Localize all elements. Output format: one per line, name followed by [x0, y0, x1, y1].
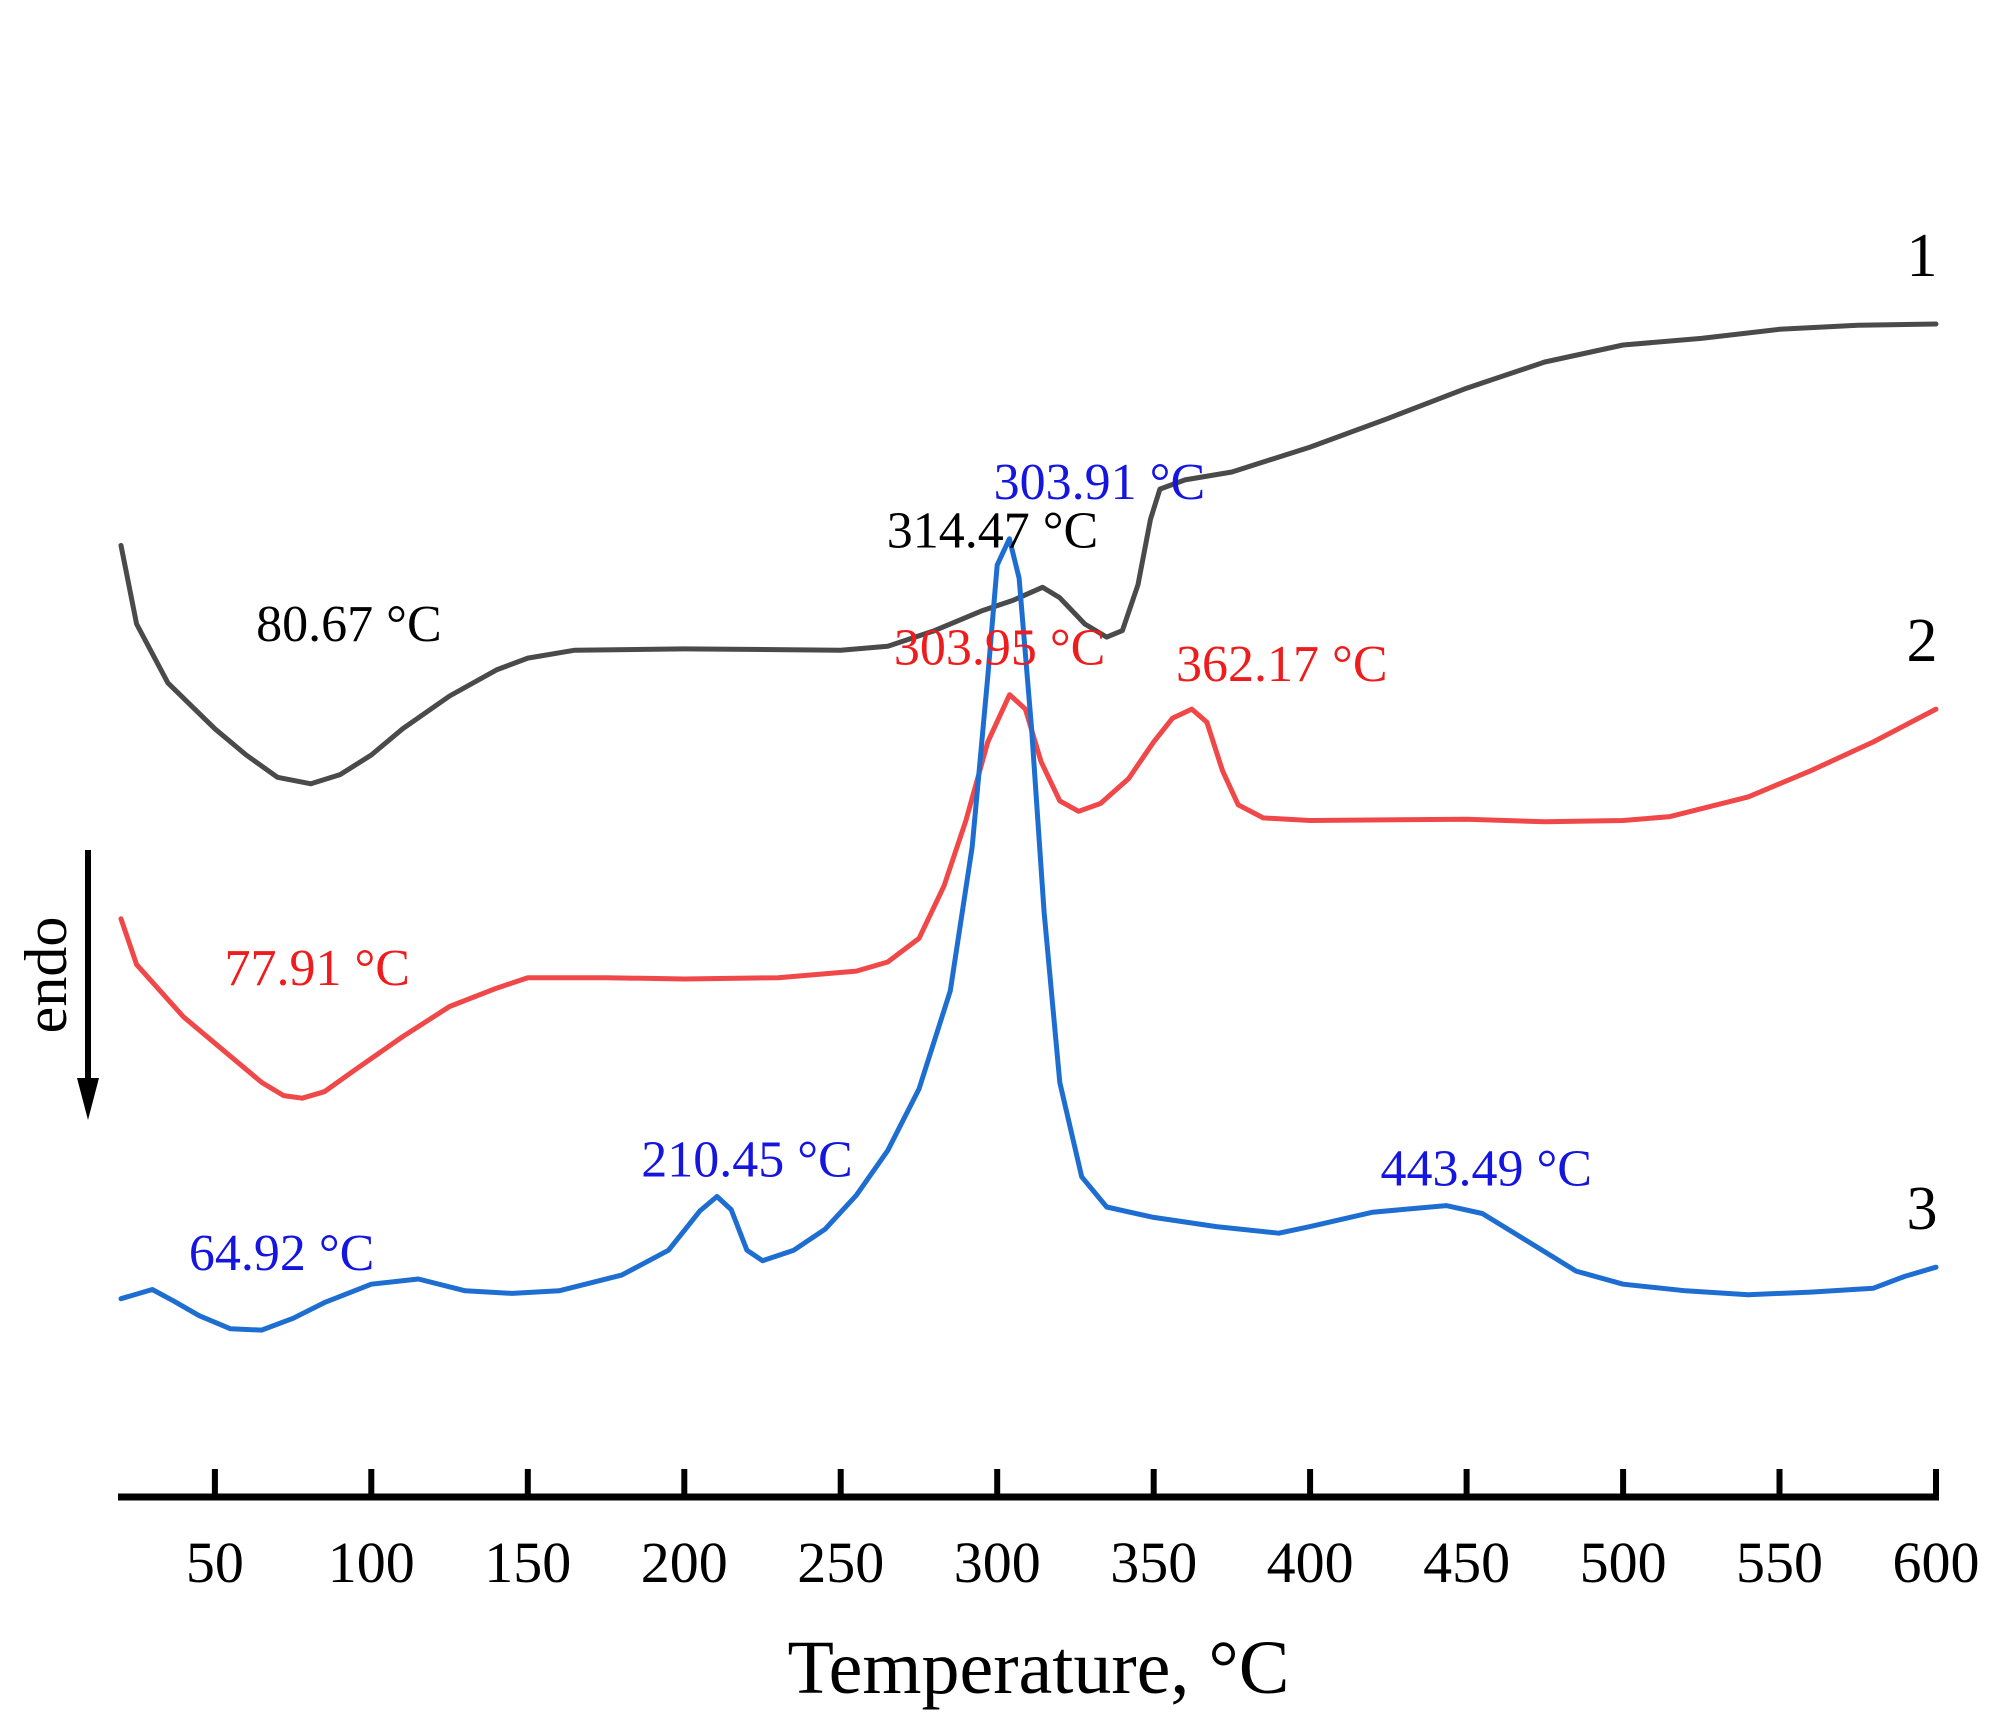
peak-annotations-layer: 80.67 °C 314.47 °C 77.91 °C 303.95 °C 362.17…: [189, 454, 1592, 1282]
curves-layer: [118, 321, 1939, 1333]
curve-number-2: 2: [1907, 607, 1938, 675]
x-axis: 50 100 150 200 250 300 350 400 450 500 550 600 Temp…: [118, 1469, 1980, 1710]
peak-label-series-2: 303.95 °C: [894, 620, 1105, 677]
series-1-curve: [118, 321, 1939, 787]
peak-label-series-3: 443.49 °C: [1380, 1141, 1591, 1198]
x-tick-label: 250: [797, 1530, 884, 1595]
x-tick-label: 600: [1893, 1530, 1980, 1595]
x-tick-label: 450: [1423, 1530, 1510, 1595]
x-tick-label: 350: [1110, 1530, 1197, 1595]
curve-number-3: 3: [1907, 1175, 1938, 1243]
peak-label-series-1: 80.67 °C: [256, 596, 441, 653]
x-axis-ticks: 50 100 150 200 250 300 350 400 450 500 550 600: [186, 1469, 1980, 1595]
x-tick-label: 550: [1736, 1530, 1823, 1595]
endo-arrow-head: [77, 1078, 99, 1120]
x-axis-title: Temperature, °C: [788, 1626, 1290, 1710]
peak-label-series-1: 314.47 °C: [887, 502, 1098, 559]
x-tick-label: 200: [641, 1530, 728, 1595]
peak-label-series-3: 64.92 °C: [189, 1225, 374, 1282]
x-tick-label: 400: [1267, 1530, 1354, 1595]
curve-number-1: 1: [1907, 222, 1938, 290]
curve-numbers-layer: 1 2 3: [1907, 222, 1938, 1243]
series-2-curve: [118, 692, 1939, 1101]
series-3-curve: [118, 536, 1939, 1333]
x-tick-label: 150: [484, 1530, 571, 1595]
peak-label-series-3: 303.91 °C: [994, 454, 1205, 511]
peak-label-series-2: 362.17 °C: [1176, 636, 1387, 693]
endo-label: endo: [13, 917, 79, 1034]
x-tick-label: 100: [328, 1530, 415, 1595]
peak-label-series-2: 77.91 °C: [224, 940, 409, 997]
endo-indicator: endo: [13, 850, 99, 1120]
x-tick-label: 300: [954, 1530, 1041, 1595]
x-tick-label: 50: [186, 1530, 244, 1595]
x-tick-label: 500: [1580, 1530, 1667, 1595]
peak-label-series-3: 210.45 °C: [641, 1132, 852, 1189]
